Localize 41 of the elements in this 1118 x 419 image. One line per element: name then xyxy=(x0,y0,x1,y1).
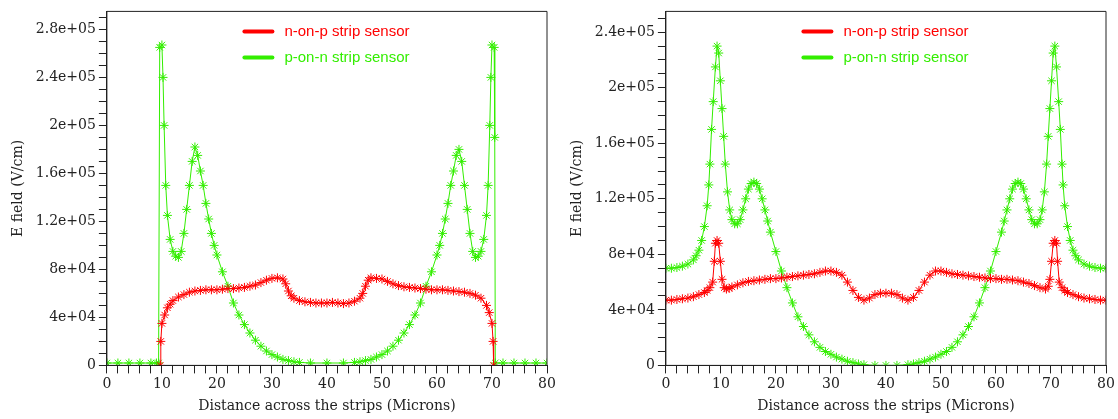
y-tick-label: 8e+04 xyxy=(608,244,655,261)
x-tick-label: 0 xyxy=(661,375,671,392)
y-tick-label: 1.2e+05 xyxy=(594,189,655,206)
y-axis-title: E field (V/cm) xyxy=(9,139,26,237)
x-tick-label: 20 xyxy=(767,375,785,392)
x-tick-label: 30 xyxy=(263,375,281,392)
legend-label: p-on-n strip sensor xyxy=(843,47,969,65)
x-tick-label: 20 xyxy=(208,375,226,392)
x-tick-label: 30 xyxy=(822,375,840,392)
y-tick-label: 0 xyxy=(645,356,655,373)
x-axis-title: Distance across the strips (Microns) xyxy=(757,397,1015,414)
x-axis-title: Distance across the strips (Microns) xyxy=(198,397,456,414)
y-tick-label: 1.6e+05 xyxy=(594,133,655,150)
x-tick-label: 80 xyxy=(538,375,556,392)
x-tick-label: 40 xyxy=(318,375,336,392)
legend-label: p-on-n strip sensor xyxy=(284,47,410,65)
y-tick-label: 0 xyxy=(86,356,96,373)
y-tick-label: 2.8e+05 xyxy=(35,20,96,37)
x-tick-label: 10 xyxy=(152,375,171,392)
y-tick-label: 2e+05 xyxy=(608,78,655,95)
y-tick-label: 4e+04 xyxy=(608,300,655,317)
y-tick-label: 2e+05 xyxy=(49,116,96,133)
y-tick-label: 1.6e+05 xyxy=(35,164,96,181)
x-tick-label: 0 xyxy=(102,375,112,392)
y-tick-label: 4e+04 xyxy=(49,308,96,325)
y-axis-title: E field (V/cm) xyxy=(568,139,585,237)
y-tick-label: 1.2e+05 xyxy=(35,212,96,229)
x-tick-label: 80 xyxy=(1097,375,1115,392)
y-tick-label: 2.4e+05 xyxy=(594,22,655,39)
x-tick-label: 50 xyxy=(932,375,950,392)
x-tick-label: 40 xyxy=(877,375,895,392)
x-tick-label: 70 xyxy=(483,375,501,392)
legend-label: n-on-p strip sensor xyxy=(284,21,410,39)
x-tick-label: 50 xyxy=(373,375,391,392)
x-tick-label: 60 xyxy=(428,375,446,392)
x-tick-label: 70 xyxy=(1042,375,1060,392)
y-tick-label: 2.4e+05 xyxy=(35,68,96,85)
legend-label: n-on-p strip sensor xyxy=(843,21,969,39)
x-tick-label: 60 xyxy=(987,375,1005,392)
y-tick-label: 8e+04 xyxy=(49,260,96,277)
x-tick-label: 10 xyxy=(711,375,730,392)
